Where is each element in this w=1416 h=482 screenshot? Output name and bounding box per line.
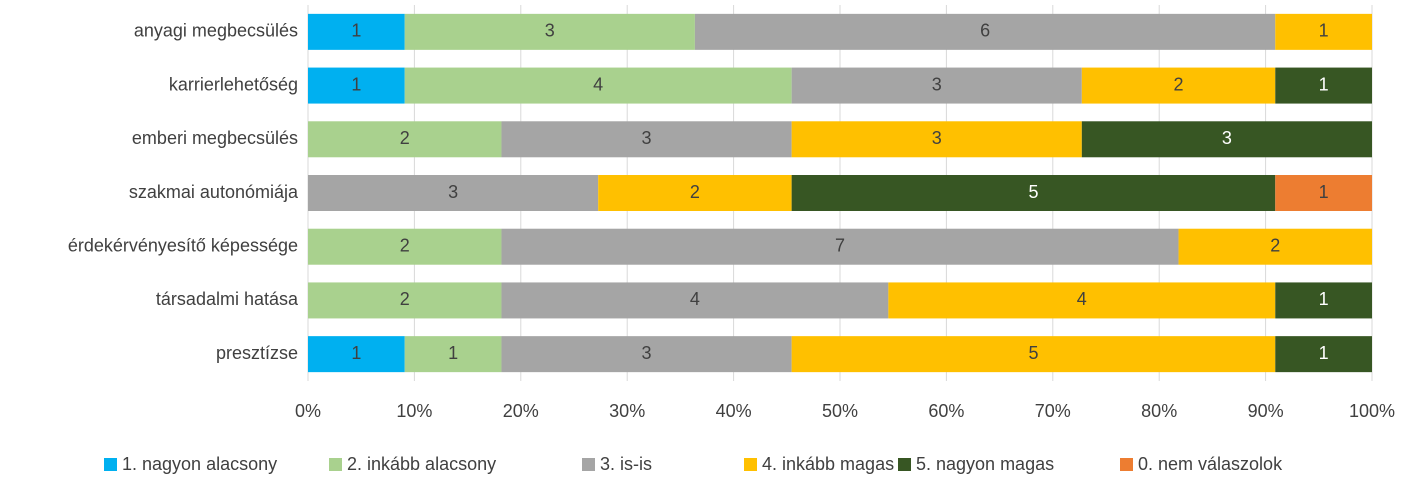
bar-segment — [1275, 13, 1372, 50]
data-label: 3 — [1222, 128, 1232, 148]
bar-segment — [308, 336, 405, 373]
bar-segment — [404, 336, 502, 373]
legend-label: 1. nagyon alacsony — [122, 454, 277, 474]
data-label: 4 — [593, 74, 603, 94]
x-tick-label: 60% — [928, 401, 964, 421]
data-label: 1 — [1319, 74, 1329, 94]
data-label: 3 — [932, 128, 942, 148]
bar-segment — [1178, 228, 1372, 265]
data-label: 1 — [1319, 343, 1329, 363]
legend-swatch — [898, 458, 911, 471]
y-tick-label: emberi megbecsülés — [132, 128, 298, 148]
bar-segment — [791, 67, 1082, 104]
data-label: 3 — [448, 182, 458, 202]
data-label: 5 — [1028, 182, 1038, 202]
data-label: 2 — [1174, 74, 1184, 94]
x-tick-label: 10% — [396, 401, 432, 421]
legend-swatch — [582, 458, 595, 471]
bar-segment — [404, 13, 695, 50]
legend-label: 3. is-is — [600, 454, 652, 474]
data-label: 7 — [835, 235, 845, 255]
legend-label: 0. nem válaszolok — [1138, 454, 1283, 474]
data-label: 1 — [1319, 289, 1329, 309]
legend-swatch — [744, 458, 757, 471]
bar-segment — [598, 175, 792, 211]
data-label: 1 — [351, 21, 361, 41]
bar-segment — [1081, 121, 1372, 158]
data-label: 1 — [1319, 21, 1329, 41]
data-label: 2 — [1270, 235, 1280, 255]
bar-segment — [791, 336, 1276, 373]
y-tick-label: anyagi megbecsülés — [134, 21, 298, 41]
bar-segment — [791, 121, 1082, 158]
x-tick-label: 20% — [503, 401, 539, 421]
bar-segment — [308, 13, 405, 50]
bar-segment — [1275, 282, 1372, 319]
bar-segment — [308, 282, 502, 319]
data-label: 1 — [448, 343, 458, 363]
bar-segment — [308, 228, 502, 265]
bar-segment — [308, 121, 502, 158]
bar-segment — [1275, 175, 1372, 211]
x-tick-label: 70% — [1035, 401, 1071, 421]
x-tick-label: 30% — [609, 401, 645, 421]
bar-segment — [308, 175, 599, 211]
data-label: 1 — [351, 343, 361, 363]
bar-segment — [501, 228, 1179, 265]
data-label: 2 — [400, 235, 410, 255]
x-tick-label: 100% — [1349, 401, 1395, 421]
bar-segment — [694, 13, 1276, 50]
legend-label: 4. inkább magas — [762, 454, 894, 474]
bar-segment — [1275, 336, 1372, 373]
data-label: 5 — [1028, 343, 1038, 363]
x-tick-label: 80% — [1141, 401, 1177, 421]
y-tick-label: szakmai autonómiája — [129, 182, 299, 202]
bar-segment — [791, 175, 1276, 211]
y-tick-label: társadalmi hatása — [156, 289, 299, 309]
data-label: 1 — [1319, 182, 1329, 202]
bar-segment — [1275, 67, 1372, 104]
data-label: 2 — [690, 182, 700, 202]
x-tick-label: 90% — [1248, 401, 1284, 421]
x-tick-label: 40% — [716, 401, 752, 421]
legend-swatch — [1120, 458, 1133, 471]
data-label: 3 — [642, 128, 652, 148]
data-label: 1 — [351, 74, 361, 94]
bar-segment — [888, 282, 1276, 319]
x-tick-label: 50% — [822, 401, 858, 421]
bar-segment — [1081, 67, 1276, 104]
bar-segment — [501, 336, 792, 373]
data-label: 3 — [545, 21, 555, 41]
bar-segment — [501, 121, 792, 158]
legend-label: 5. nagyon magas — [916, 454, 1054, 474]
data-label: 3 — [932, 74, 942, 94]
data-label: 4 — [690, 289, 700, 309]
x-tick-label: 0% — [295, 401, 321, 421]
data-label: 2 — [400, 128, 410, 148]
y-tick-label: presztízse — [216, 343, 298, 363]
y-tick-label: karrierlehetőség — [169, 74, 298, 94]
bar-segment — [308, 67, 405, 104]
data-label: 2 — [400, 289, 410, 309]
legend-swatch — [104, 458, 117, 471]
bar-segment — [501, 282, 889, 319]
legend-label: 2. inkább alacsony — [347, 454, 496, 474]
bar-segment — [404, 67, 792, 104]
legend-swatch — [329, 458, 342, 471]
data-label: 4 — [1077, 289, 1087, 309]
data-label: 3 — [642, 343, 652, 363]
data-label: 6 — [980, 21, 990, 41]
y-tick-label: érdekérvényesítő képessége — [68, 235, 298, 255]
